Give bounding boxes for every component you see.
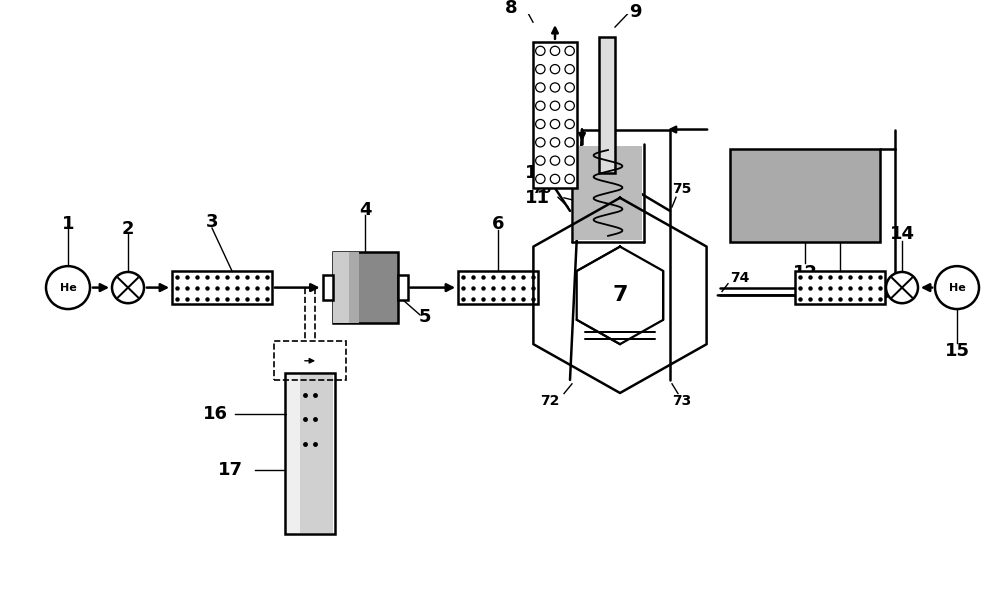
Text: 5: 5 — [419, 308, 431, 326]
Text: 1: 1 — [62, 215, 74, 233]
Text: 4: 4 — [359, 200, 371, 219]
Text: 13: 13 — [828, 208, 852, 227]
Bar — [332, 253, 398, 323]
Text: 8: 8 — [505, 0, 517, 17]
Bar — [795, 271, 885, 304]
Bar — [458, 271, 538, 304]
Bar — [398, 275, 408, 300]
Text: 9: 9 — [629, 4, 641, 21]
Bar — [599, 37, 615, 173]
Bar — [274, 341, 346, 380]
Text: 16: 16 — [202, 406, 228, 423]
Bar — [172, 271, 272, 304]
Text: 74: 74 — [730, 271, 750, 285]
Bar — [332, 253, 349, 323]
Text: 2: 2 — [122, 220, 134, 238]
Text: 72: 72 — [540, 394, 560, 409]
Text: 10: 10 — [524, 164, 550, 183]
Text: 73: 73 — [672, 394, 692, 409]
Bar — [322, 275, 332, 300]
Text: 6: 6 — [492, 215, 504, 233]
Bar — [287, 375, 333, 533]
Bar — [285, 374, 335, 534]
Text: 17: 17 — [218, 461, 242, 479]
Text: 76: 76 — [532, 183, 552, 196]
Text: He: He — [949, 283, 965, 292]
Bar — [533, 42, 577, 188]
Bar — [574, 146, 642, 240]
Text: 11: 11 — [524, 189, 550, 207]
Text: 75: 75 — [672, 183, 692, 196]
Bar — [349, 253, 358, 323]
Text: 12: 12 — [792, 264, 818, 282]
Text: 7: 7 — [612, 285, 628, 305]
Text: 71: 71 — [482, 271, 502, 285]
Circle shape — [46, 266, 90, 309]
Bar — [287, 375, 300, 533]
Text: He: He — [60, 283, 76, 292]
Text: 15: 15 — [944, 342, 970, 360]
Bar — [730, 149, 880, 242]
Text: 3: 3 — [206, 213, 218, 231]
Circle shape — [112, 272, 144, 303]
Text: 14: 14 — [890, 225, 914, 243]
Circle shape — [886, 272, 918, 303]
Circle shape — [935, 266, 979, 309]
